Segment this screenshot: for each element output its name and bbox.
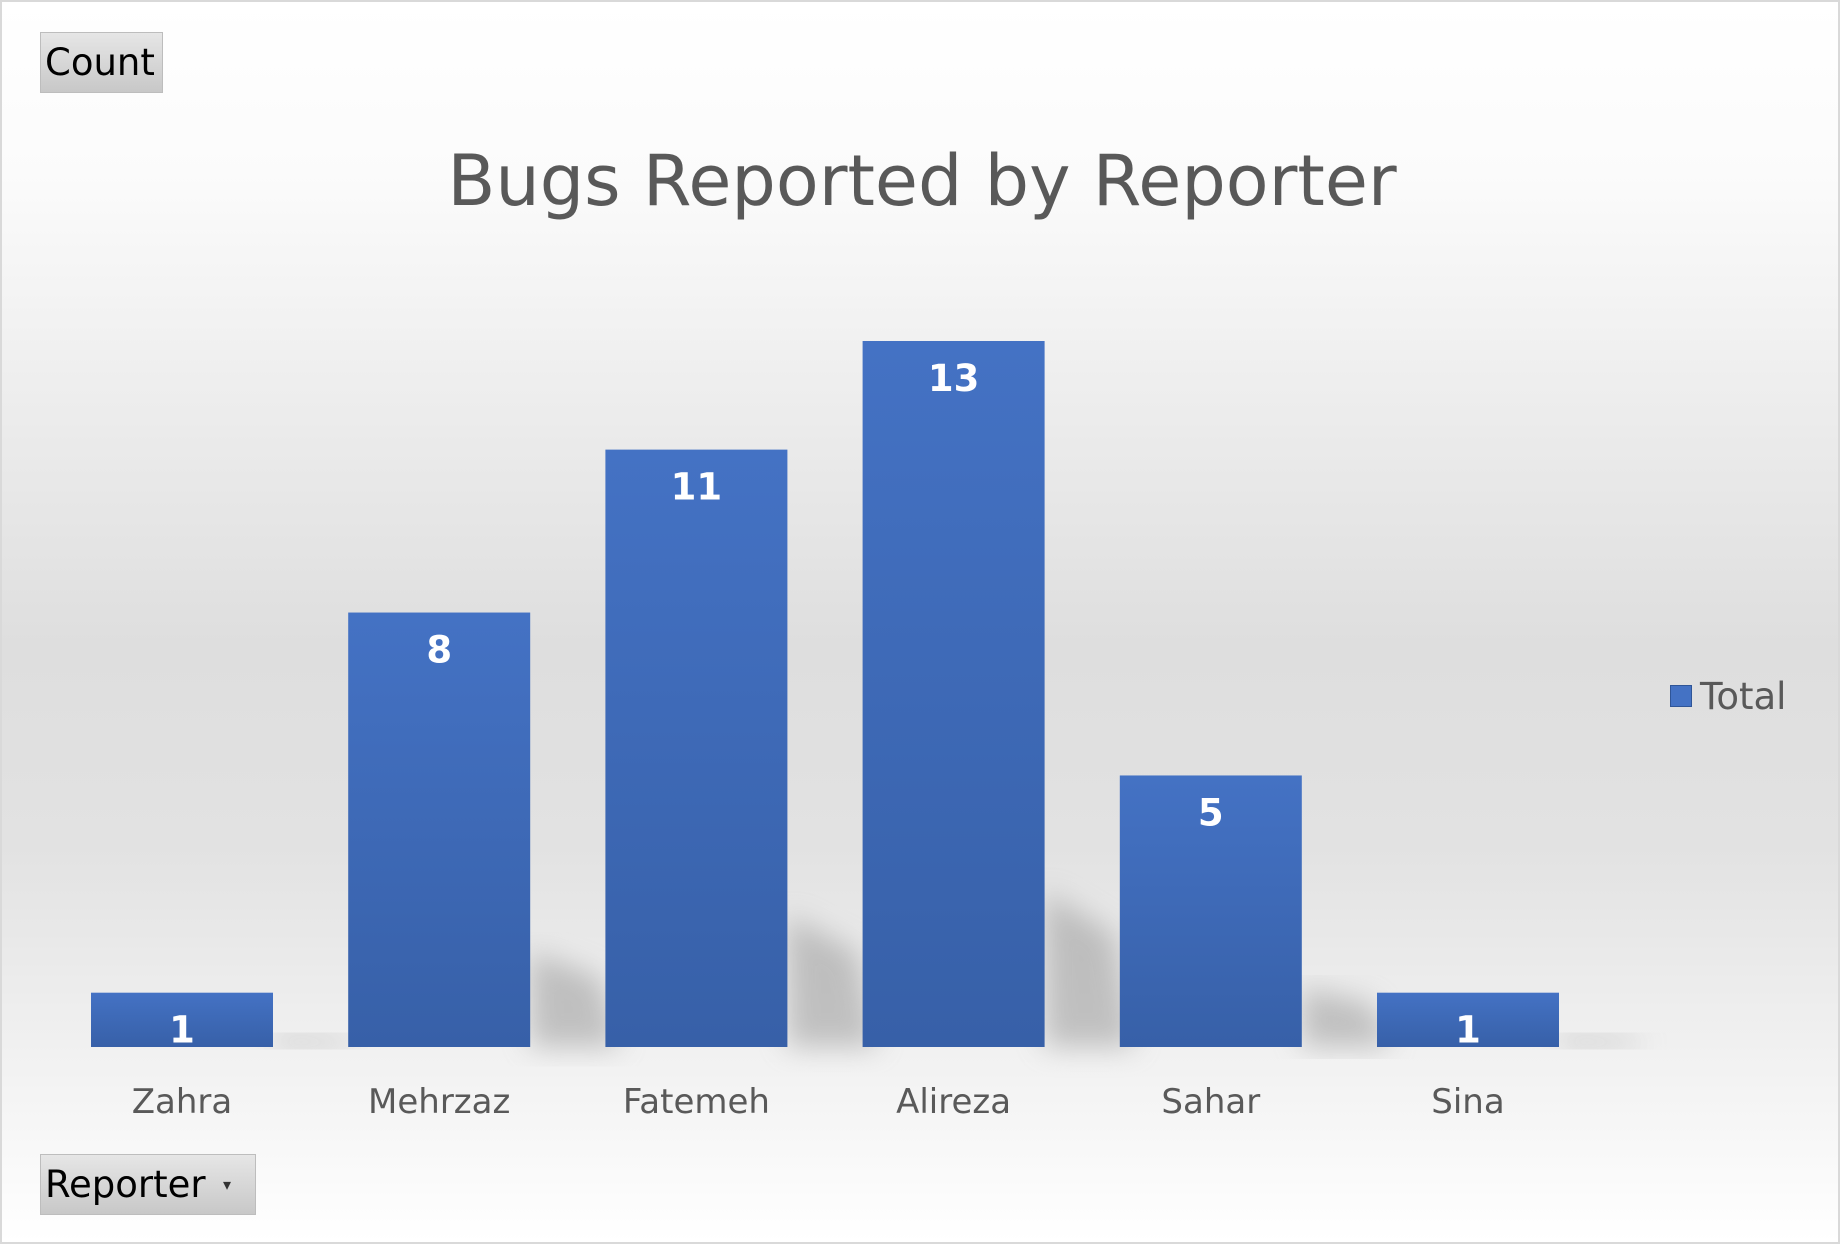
data-label-zahra: 1 (169, 1009, 195, 1052)
category-label-fatemeh: Fatemeh (623, 1082, 770, 1122)
bar-shadow (530, 951, 621, 1047)
data-label-sina: 1 (1455, 1009, 1481, 1052)
bar-sahar[interactable] (1119, 775, 1302, 1047)
bar-shadows (273, 891, 1649, 1047)
category-label-sina: Sina (1431, 1082, 1504, 1122)
bar-alireza[interactable] (862, 341, 1045, 1047)
data-label-sahar: 5 (1198, 791, 1224, 834)
bar-shadow (1301, 987, 1392, 1047)
legend-swatch (1670, 685, 1692, 707)
bars (91, 341, 1559, 1048)
category-label-zahra: Zahra (132, 1082, 233, 1122)
bar-shadow (273, 1035, 363, 1047)
axis-field-button[interactable]: Reporter ▾ (40, 1154, 256, 1215)
data-label-mehrzaz: 8 (426, 629, 452, 672)
chart-title: Bugs Reported by Reporter (447, 140, 1397, 222)
bar-zahra[interactable] (91, 992, 273, 1047)
category-label-alireza: Alireza (896, 1082, 1011, 1122)
legend: Total (1670, 674, 1786, 718)
bar-fatemeh[interactable] (605, 449, 788, 1048)
category-label-mehrzaz: Mehrzaz (368, 1082, 510, 1122)
category-labels: Zahra Mehrzaz Fatemeh Alireza Sahar Sina (132, 1082, 1505, 1122)
axis-field-label: Reporter (45, 1163, 206, 1206)
bar-sina[interactable] (1377, 992, 1559, 1047)
chevron-down-icon[interactable]: ▾ (222, 1175, 231, 1194)
value-field-button[interactable]: Count (40, 32, 163, 93)
bar-shadow (1559, 1035, 1649, 1047)
legend-label: Total (1700, 674, 1787, 718)
data-labels: 1 8 11 13 5 1 (169, 357, 1481, 1052)
bar-shadow (1044, 891, 1135, 1047)
data-label-alireza: 13 (928, 357, 980, 400)
value-field-label: Count (45, 41, 155, 84)
data-label-fatemeh: 11 (671, 466, 723, 509)
bar-shadow (787, 915, 878, 1047)
bar-mehrzaz[interactable] (348, 612, 531, 1047)
category-label-sahar: Sahar (1161, 1082, 1260, 1122)
